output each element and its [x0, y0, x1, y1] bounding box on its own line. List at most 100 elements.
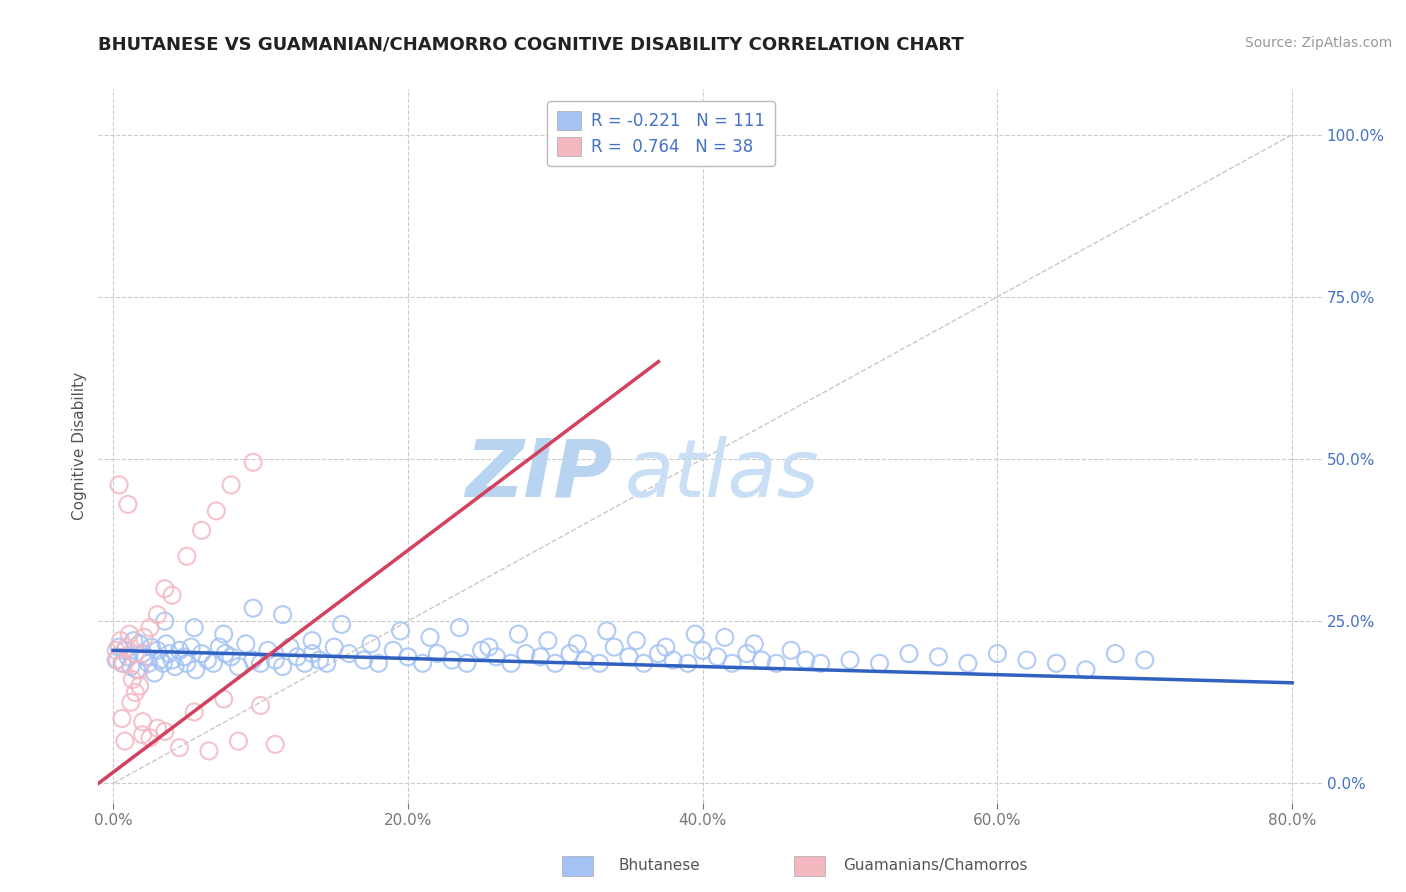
- Point: [141, 640, 163, 654]
- Point: [107, 653, 129, 667]
- Y-axis label: Cognitive Disability: Cognitive Disability: [72, 372, 87, 520]
- Point: [485, 649, 508, 664]
- Point: [146, 721, 169, 735]
- Point: [389, 624, 412, 638]
- Point: [869, 657, 891, 671]
- Point: [1045, 657, 1067, 671]
- Point: [115, 640, 138, 654]
- Point: [219, 649, 242, 664]
- Point: [190, 647, 212, 661]
- Point: [544, 657, 567, 671]
- Point: [617, 649, 640, 664]
- Point: [655, 640, 678, 654]
- Point: [138, 657, 160, 671]
- Point: [121, 673, 143, 687]
- Point: [271, 659, 294, 673]
- Point: [692, 643, 714, 657]
- Text: Guamanians/Chamorros: Guamanians/Chamorros: [844, 858, 1028, 872]
- Point: [120, 695, 142, 709]
- Point: [294, 657, 316, 671]
- Point: [676, 657, 699, 671]
- Point: [128, 637, 150, 651]
- Point: [278, 640, 301, 654]
- Point: [337, 647, 360, 661]
- Point: [131, 647, 153, 661]
- Point: [478, 640, 501, 654]
- Point: [208, 640, 231, 654]
- Point: [228, 659, 250, 673]
- Point: [108, 478, 131, 492]
- Point: [596, 624, 619, 638]
- Point: [751, 653, 773, 667]
- Point: [456, 657, 478, 671]
- Point: [537, 633, 560, 648]
- Point: [603, 640, 626, 654]
- Point: [508, 627, 530, 641]
- Point: [810, 657, 832, 671]
- Point: [685, 627, 707, 641]
- Point: [529, 649, 551, 664]
- Point: [839, 653, 862, 667]
- Point: [212, 692, 235, 706]
- Point: [155, 637, 177, 651]
- Legend: R = -0.221   N = 111, R =  0.764   N = 38: R = -0.221 N = 111, R = 0.764 N = 38: [547, 101, 775, 166]
- Point: [499, 657, 522, 671]
- Point: [128, 679, 150, 693]
- Point: [626, 633, 648, 648]
- Point: [139, 731, 162, 745]
- Point: [558, 647, 581, 661]
- Point: [184, 663, 207, 677]
- Point: [132, 631, 155, 645]
- Point: [131, 714, 153, 729]
- Point: [662, 653, 685, 667]
- Point: [449, 621, 471, 635]
- Point: [242, 455, 264, 469]
- Point: [146, 643, 169, 657]
- Point: [242, 601, 264, 615]
- Point: [360, 637, 382, 651]
- Point: [212, 627, 235, 641]
- Point: [228, 734, 250, 748]
- Point: [330, 617, 353, 632]
- Point: [419, 631, 441, 645]
- Point: [588, 657, 610, 671]
- Point: [353, 653, 375, 667]
- Point: [146, 607, 169, 622]
- Point: [160, 588, 183, 602]
- Point: [242, 653, 264, 667]
- Point: [264, 653, 287, 667]
- Point: [219, 478, 242, 492]
- Point: [927, 649, 949, 664]
- Text: Source: ZipAtlas.com: Source: ZipAtlas.com: [1244, 36, 1392, 50]
- Point: [315, 657, 337, 671]
- Point: [706, 649, 728, 664]
- Point: [249, 698, 271, 713]
- Point: [1133, 653, 1156, 667]
- Point: [124, 685, 146, 699]
- Point: [426, 647, 449, 661]
- Point: [135, 649, 157, 664]
- Point: [441, 653, 464, 667]
- Point: [567, 637, 589, 651]
- Point: [183, 621, 205, 635]
- Point: [235, 637, 257, 651]
- Point: [110, 633, 132, 648]
- Point: [308, 653, 330, 667]
- Point: [412, 657, 434, 671]
- Point: [214, 647, 236, 661]
- Point: [742, 637, 765, 651]
- Point: [765, 657, 787, 671]
- Point: [117, 497, 139, 511]
- Point: [471, 643, 494, 657]
- Point: [382, 643, 405, 657]
- Point: [986, 647, 1008, 661]
- Point: [794, 653, 817, 667]
- Point: [114, 643, 136, 657]
- Point: [128, 663, 150, 677]
- Point: [111, 711, 134, 725]
- Point: [1015, 653, 1038, 667]
- Text: ZIP: ZIP: [465, 435, 612, 514]
- Point: [271, 607, 294, 622]
- Text: BHUTANESE VS GUAMANIAN/CHAMORRO COGNITIVE DISABILITY CORRELATION CHART: BHUTANESE VS GUAMANIAN/CHAMORRO COGNITIV…: [98, 36, 965, 54]
- Point: [131, 728, 153, 742]
